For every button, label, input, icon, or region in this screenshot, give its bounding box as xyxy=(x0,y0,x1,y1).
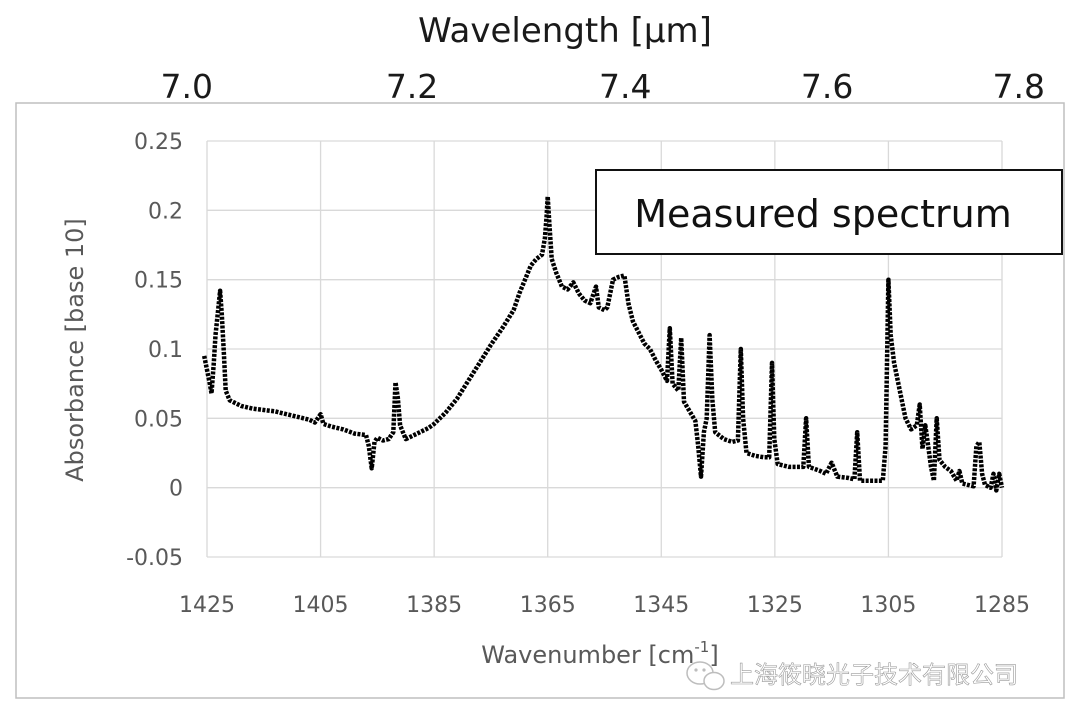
series-line-measured-spectrum xyxy=(201,194,1005,493)
x-tick-label: 1345 xyxy=(633,593,689,618)
y-tick-label: 0.05 xyxy=(134,407,183,432)
legend-box-frame xyxy=(595,169,1063,255)
y-tick-label: 0.15 xyxy=(134,269,183,294)
x-tick-label: 1385 xyxy=(406,593,462,618)
y-tick-label: 0.25 xyxy=(134,130,183,155)
x-tick-label: 1425 xyxy=(179,593,235,618)
watermark-text: 上海筱晓光子技术有限公司 xyxy=(730,661,1018,689)
top-axis-tick-label: 7.2 xyxy=(386,67,438,106)
x-tick-label: 1305 xyxy=(860,593,916,618)
legend-box: Measured spectrum xyxy=(595,169,1063,255)
top-axis-tick-label: 7.4 xyxy=(599,67,651,106)
y-tick-label: 0.1 xyxy=(148,338,183,363)
x-tick-label: 1405 xyxy=(293,593,349,618)
x-tick-label: 1365 xyxy=(520,593,576,618)
y-tick-label: -0.05 xyxy=(126,546,183,571)
x-axis-ticks: 1425 1405 1385 1365 1345 1325 1305 1285 xyxy=(179,593,1030,618)
x-tick-label: 1325 xyxy=(747,593,803,618)
x-tick-label: 1285 xyxy=(974,593,1030,618)
x-axis-title: Wavenumber [cm-1] xyxy=(481,638,718,669)
top-axis-ticks: 7.0 7.2 7.4 7.6 7.8 xyxy=(160,67,1045,106)
legend-label: Measured spectrum xyxy=(634,192,1012,236)
y-axis-ticks: 0.25 0.2 0.15 0.1 0.05 0 -0.05 xyxy=(126,130,183,571)
top-axis-tick-label: 7.0 xyxy=(160,67,212,106)
wechat-icon xyxy=(686,661,725,691)
y-axis-title: Absorbance [base 10] xyxy=(61,218,89,482)
top-axis-title: Wavelength [µm] xyxy=(418,11,712,51)
y-tick-label: 0 xyxy=(169,477,183,502)
top-axis-tick-label: 7.6 xyxy=(801,67,853,106)
y-tick-label: 0.2 xyxy=(148,199,183,224)
watermark: 上海筱晓光子技术有限公司 xyxy=(686,661,1018,691)
top-axis-tick-label: 7.8 xyxy=(993,67,1045,106)
